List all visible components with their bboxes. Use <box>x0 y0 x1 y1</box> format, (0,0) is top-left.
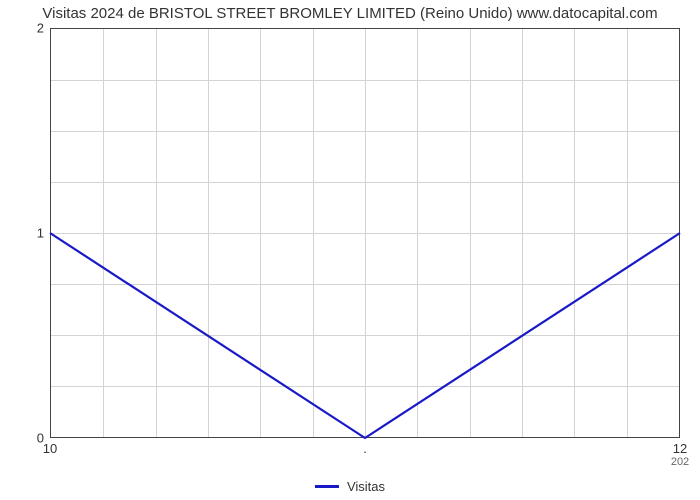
line-series <box>50 28 680 438</box>
x-tick-sublabel: 202 <box>671 456 689 468</box>
legend-label: Visitas <box>347 479 385 494</box>
chart-container: Visitas 2024 de BRISTOL STREET BROMLEY L… <box>0 0 700 500</box>
legend-swatch <box>315 485 339 488</box>
x-tick-label: 12 <box>673 441 687 456</box>
x-tick-label: . <box>363 441 367 456</box>
legend: Visitas <box>315 479 385 494</box>
chart-title: Visitas 2024 de BRISTOL STREET BROMLEY L… <box>0 0 700 22</box>
y-tick-label: 1 <box>37 226 44 241</box>
plot-area <box>50 28 680 438</box>
x-tick-label: 10 <box>43 441 57 456</box>
y-tick-label: 2 <box>37 21 44 36</box>
